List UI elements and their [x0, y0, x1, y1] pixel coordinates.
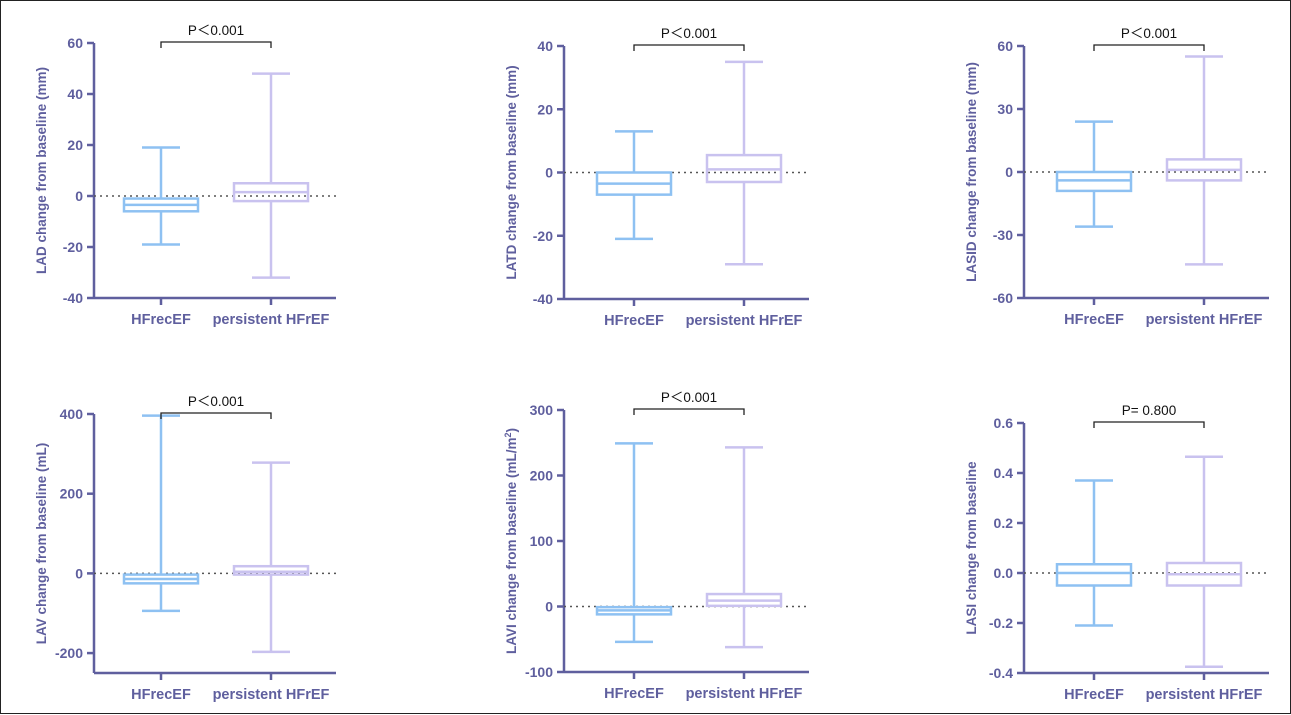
- significance-bracket: [1093, 421, 1205, 428]
- y-axis-label-superscript: 2: [503, 432, 513, 437]
- x-tick-label: persistent HFrEF: [213, 687, 330, 703]
- significance-bracket: [160, 412, 272, 419]
- box-hfrecef: [595, 442, 673, 644]
- y-tick-label: 0.2: [994, 515, 1014, 531]
- y-tick-label: -20: [63, 239, 83, 255]
- y-tick-label: -0.4: [989, 665, 1013, 681]
- y-tick-label: 200: [60, 486, 84, 502]
- y-tick-label: 0: [75, 565, 83, 581]
- y-axis-label-main: LAVI change from baseline (mL/m: [504, 437, 519, 654]
- significance-bracket: [633, 408, 745, 415]
- y-tick-label: -30: [993, 227, 1013, 243]
- y-tick-label: 40: [67, 86, 83, 102]
- y-tick-label: 0: [545, 165, 553, 181]
- x-tick-label: HFrecEF: [1064, 312, 1124, 328]
- x-tick-label: persistent HFrEF: [1146, 687, 1263, 703]
- box-hfrecef: [122, 146, 200, 246]
- x-tick-label: HFrecEF: [604, 313, 664, 329]
- y-tick-label: 0: [1005, 164, 1013, 180]
- y-tick-label: 0: [75, 188, 83, 204]
- box-hfrecef: [122, 414, 200, 613]
- p-value-annotation: P= 0.800: [1122, 403, 1176, 418]
- chart-panel-6: -0.4 -0.2 0.0 0.2 0.4 0.6 HFrecEF persistent HF…: [964, 403, 1269, 703]
- y-tick-label: -100: [525, 664, 553, 680]
- y-tick-label: -60: [993, 290, 1013, 306]
- box-persistent-hfref: [705, 446, 783, 649]
- box-persistent-hfref: [1165, 55, 1243, 266]
- box-persistent-hfref: [232, 461, 310, 654]
- y-tick-label: 40: [537, 38, 553, 54]
- box-persistent-hfref: [1165, 455, 1243, 668]
- y-tick-label: -40: [533, 291, 553, 307]
- iqr-box: [1055, 563, 1133, 587]
- chart-panel-5: -100 0 100 200 300 HFrecEF persistent HFrEF P＜0…: [503, 390, 809, 702]
- y-tick-label: 400: [60, 406, 84, 422]
- y-tick-label: 100: [530, 533, 554, 549]
- y-tick-label: 60: [997, 38, 1013, 54]
- box-persistent-hfref: [232, 72, 310, 279]
- p-value-annotation: P＜0.001: [188, 23, 244, 38]
- p-value-annotation: P＜0.001: [1121, 26, 1177, 41]
- significance-bracket: [160, 41, 272, 48]
- y-tick-label: 0.6: [994, 415, 1014, 431]
- y-tick-label: -200: [55, 645, 83, 661]
- y-axis-label: LASI change from baseline: [964, 461, 979, 635]
- chart-panel-2: -40 -20 0 20 40 HFrecEF persistent HFrEF P＜0.00…: [504, 26, 809, 329]
- significance-bracket: [1093, 44, 1205, 51]
- x-tick-label: persistent HFrEF: [213, 312, 330, 328]
- y-tick-label: 0.0: [994, 565, 1014, 581]
- x-tick-label: HFrecEF: [1064, 687, 1124, 703]
- y-tick-label: -20: [533, 228, 553, 244]
- p-value-annotation: P＜0.001: [661, 390, 717, 405]
- x-tick-label: HFrecEF: [131, 687, 191, 703]
- chart-panel-3: -60 -30 0 30 60 HFrecEF persistent HFrEF P＜0.00…: [964, 26, 1269, 328]
- box-hfrecef: [1055, 479, 1133, 627]
- y-tick-label: 20: [67, 137, 83, 153]
- y-tick-label: 30: [997, 101, 1013, 117]
- y-tick-label: -40: [63, 290, 83, 306]
- x-tick-label: persistent HFrEF: [1146, 312, 1263, 328]
- chart-panel-4: -200 0 200 400 HFrecEF persistent HFrEF P＜0.00…: [34, 394, 336, 703]
- y-tick-label: 60: [67, 35, 83, 51]
- x-tick-label: HFrecEF: [131, 312, 191, 328]
- x-tick-label: persistent HFrEF: [686, 686, 803, 702]
- y-axis-label: LASID change from baseline (mm): [964, 62, 979, 282]
- y-axis-label: LAVI change from baseline (mL/m2): [503, 428, 519, 654]
- x-tick-label: HFrecEF: [604, 686, 664, 702]
- y-axis-label: LATD change from baseline (mm): [504, 65, 519, 279]
- iqr-box: [232, 564, 310, 576]
- significance-bracket: [633, 44, 745, 51]
- y-tick-label: -0.2: [989, 615, 1013, 631]
- y-tick-label: 200: [530, 468, 554, 484]
- y-axis-label: LAD change from baseline (mm): [34, 67, 49, 274]
- p-value-annotation: P＜0.001: [188, 394, 244, 409]
- y-axis-label-end: ): [504, 428, 519, 433]
- box-hfrecef: [595, 130, 673, 241]
- y-tick-label: 20: [537, 101, 553, 117]
- y-tick-label: 0: [545, 599, 553, 615]
- y-axis-label: LAV change from baseline (mL): [34, 443, 49, 645]
- box-persistent-hfref: [705, 60, 783, 266]
- y-tick-label: 300: [530, 402, 554, 418]
- x-tick-label: persistent HFrEF: [686, 313, 803, 329]
- p-value-annotation: P＜0.001: [661, 26, 717, 41]
- y-tick-label: 0.4: [994, 465, 1014, 481]
- chart-panel-1: -40 -20 0 20 40 60 HFrecEF persistent HFrEF P＜0.…: [34, 23, 336, 328]
- box-hfrecef: [1055, 120, 1133, 228]
